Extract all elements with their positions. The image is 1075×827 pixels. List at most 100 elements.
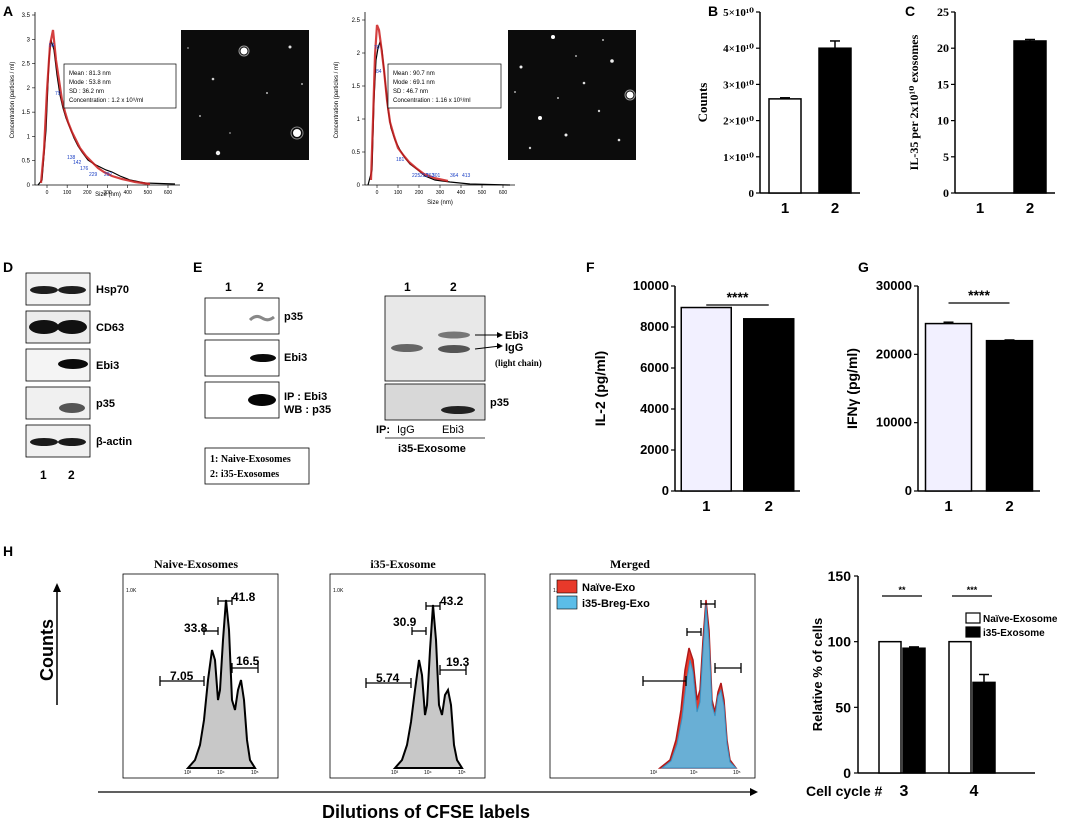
ip-lane: Ebi3	[442, 424, 464, 436]
peak-label: 301	[432, 173, 441, 179]
western-blot-e-right: 1 2 Ebi3 IgG (light chain) p35 IP: IgG E…	[376, 280, 542, 455]
panel-letter-c: C	[905, 3, 915, 19]
band-label: β-actin	[96, 436, 132, 448]
ip-lane: IgG	[397, 424, 415, 436]
x-tick-label: 500	[144, 190, 153, 196]
band-label: IP : Ebi3	[284, 391, 327, 403]
y-tick-label: 150	[828, 568, 852, 584]
band-label: p35	[284, 311, 303, 323]
y-tick-label: 25	[937, 5, 949, 19]
tick-label: 10⁵	[733, 770, 741, 776]
y-tick-label: 1	[357, 117, 361, 123]
bar	[972, 681, 996, 774]
nta-xlabel-right: Size (nm)	[427, 200, 453, 206]
blot-strip	[25, 386, 91, 420]
band-label: Hsp70	[96, 284, 129, 296]
x-tick-label: 2	[1005, 498, 1013, 515]
bar	[924, 322, 973, 492]
legend-entry: Naïve-Exosome	[983, 614, 1058, 625]
gate-value: 33.8	[184, 621, 208, 635]
band-label: Ebi3	[505, 330, 528, 342]
y-tick-label: 0	[749, 188, 755, 200]
tick-label: 10³	[391, 770, 399, 776]
y-axis-label: Relative % of cells	[810, 618, 825, 731]
peak-label: 181	[396, 157, 405, 163]
y-tick-label: 10000	[633, 278, 669, 293]
x-tick-label: 500	[478, 190, 487, 196]
band-label: (light chain)	[495, 358, 542, 368]
peak-label: 79	[55, 91, 61, 97]
legend-entry: Naïve-Exo	[582, 582, 635, 594]
bar	[902, 647, 926, 774]
x-tick-label: 200	[415, 190, 424, 196]
y-tick-label: 3	[27, 37, 31, 43]
nta-xlabel-left: Size (nm)	[95, 192, 121, 198]
y-axis-label: Counts	[695, 83, 710, 123]
nta-micrograph-right	[508, 30, 636, 160]
chart-b: 0 1×10¹⁰ 2×10¹⁰ 3×10¹⁰ 4×10¹⁰ 5×10¹⁰ Counts 1 2	[695, 7, 860, 217]
x-tick-label: 100	[394, 190, 403, 196]
histogram-curve	[185, 599, 257, 769]
blot-strip	[204, 297, 280, 335]
x-tick-label: 2	[1026, 200, 1034, 217]
nta-stat: Concentration : 1.16 x 10⁹/ml	[393, 97, 471, 104]
y-tick-label: 6000	[640, 360, 669, 375]
y-tick-label: 0	[27, 183, 31, 189]
peak-label: 138	[67, 155, 76, 161]
legend-entry: i35-Exosome	[983, 628, 1045, 639]
band-label: IgG	[505, 342, 523, 354]
x-tick-label: 400	[123, 190, 132, 196]
significance-label: ****	[968, 287, 990, 303]
y-tick-label: 1.5	[352, 84, 361, 90]
y-tick-label: 0	[357, 183, 361, 189]
bar	[985, 339, 1034, 492]
x-tick-label: 0	[376, 190, 379, 196]
nta-curve-left-error	[39, 29, 151, 186]
y-tick-label: 1×10¹⁰	[723, 152, 754, 164]
blot-strip	[384, 295, 486, 382]
band-label: Ebi3	[284, 352, 307, 364]
band-label: p35	[96, 398, 115, 410]
peak-label: 263	[426, 173, 435, 179]
x-tick-label: 300	[436, 190, 445, 196]
peak-label: 54	[49, 43, 55, 49]
western-blot-e-left: 1 2 p35 Ebi3 IP : Ebi3 WB : p35 1: Naive…	[204, 280, 331, 485]
nta-stat: Concentration : 1.2 x 10⁹/ml	[69, 97, 143, 104]
peak-label: 229	[89, 172, 98, 178]
x-tick-label: 2	[765, 498, 773, 515]
band-label: p35	[490, 397, 509, 409]
y-axis-label: IL-2 (pg/ml)	[592, 351, 608, 426]
flow-histogram-i35: i35-Exosome 1.0K 10³ 10⁴ 10⁵ 5.74 30.9 4…	[329, 557, 486, 779]
nta-plot-left: 3.5 3 2.5 2 1.5 1 0.5 0 0 100 200 300 400 500 600 Con…	[10, 12, 180, 198]
bar	[818, 47, 852, 194]
blot-strip	[204, 381, 280, 419]
y-tick-label: 2	[27, 86, 31, 92]
nta-stat: Mean : 81.3 nm	[69, 71, 111, 77]
histogram-title: Naive-Exosomes	[154, 557, 238, 571]
y-tick-label: 20	[937, 41, 949, 55]
peak-label: 413	[462, 173, 471, 179]
ip-caption: i35-Exosome	[398, 443, 466, 455]
x-tick-label: 2	[831, 200, 839, 217]
histogram-title: i35-Exosome	[370, 557, 436, 571]
panel-letter-h: H	[3, 543, 13, 559]
peak-label: 252	[420, 173, 429, 179]
legend-swatch-naive	[556, 579, 578, 594]
y-tick-label: 2×10¹⁰	[723, 116, 754, 128]
nta-ylabel-right: Concentration (particles / ml)	[334, 62, 340, 139]
gate-value: 7.05	[170, 669, 194, 683]
nta-stat: SD : 36.2 nm	[69, 89, 104, 95]
band-label: WB : p35	[284, 404, 331, 416]
bar	[768, 98, 802, 194]
y-tick-label: 0	[905, 483, 912, 498]
x-tick-label: 4	[970, 783, 979, 800]
legend-entry: 1: Naive-Exosomes	[210, 454, 291, 465]
y-tick-label: 4×10¹⁰	[723, 43, 754, 55]
y-tick-label: 8000	[640, 319, 669, 334]
flow-ylabel: Counts	[37, 619, 57, 681]
blot-strip	[384, 383, 486, 421]
flow-histogram-naive: Naive-Exosomes 1.0K 10³ 10⁴ 10⁵ 7.05 33.…	[122, 557, 279, 779]
y-tick-label: 10000	[876, 415, 912, 430]
gate-value: 43.2	[440, 594, 464, 608]
